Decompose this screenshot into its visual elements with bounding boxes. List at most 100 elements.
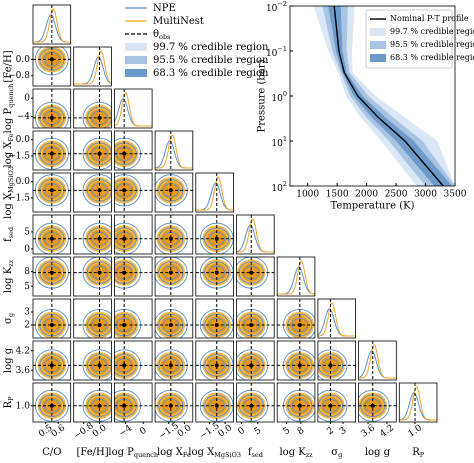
y-axis-label-main: log X: [3, 192, 14, 219]
cell-content: [195, 257, 234, 296]
y-tick-label-main: 10: [266, 4, 278, 14]
y-axis-label: σg: [3, 313, 16, 324]
truth-point: [214, 236, 219, 241]
cell-frame: [276, 382, 316, 423]
cell-content: [114, 89, 153, 128]
y-axis-label-main: [Fe/H]: [3, 50, 14, 82]
cell-frame: [195, 340, 234, 381]
cell-content: [114, 257, 153, 296]
y-tick-label: 3.6: [16, 366, 31, 376]
truth-point: [297, 363, 302, 368]
truth-point: [97, 363, 102, 368]
truth-point: [297, 403, 302, 408]
cell-frame: [236, 340, 275, 381]
cell: [317, 340, 356, 381]
cell-frame: [398, 382, 438, 423]
cell-frame: [32, 256, 72, 297]
contour: [86, 106, 112, 128]
cell-frame: [317, 298, 356, 339]
cell-frame: [154, 298, 194, 339]
y-tick-label: 2: [24, 321, 30, 331]
x-axis-label: C/O: [42, 447, 61, 458]
y-tick-label: 10−1: [266, 45, 287, 59]
legend-label: 99.7 % credible region: [390, 27, 474, 36]
cell-frame: [236, 256, 275, 297]
truth-point: [168, 270, 173, 275]
y-tick-label-main: 10: [266, 49, 278, 59]
x-axis-label-main: f: [248, 447, 253, 458]
truth-point: [214, 403, 219, 408]
y-axis-label-main: R: [3, 400, 14, 408]
y-tick-label: 1.0: [16, 401, 31, 411]
cell-content: [33, 131, 71, 170]
cell-frame: [358, 382, 397, 423]
legend-label-main: NPE: [153, 3, 176, 14]
y-axis-label-sub: g: [7, 313, 15, 317]
y-tick-label: 0: [24, 94, 30, 104]
truth-point: [122, 188, 127, 193]
cell: [114, 88, 153, 129]
y-axis-label: log XFe: [3, 133, 16, 167]
contour: [317, 349, 348, 380]
cell-frame: [114, 172, 153, 213]
cell-content: [155, 341, 193, 380]
truth-point: [168, 236, 173, 241]
truth-point: [97, 188, 102, 193]
legend-label: 68.3 % credible region: [153, 68, 269, 79]
x-axis-label: log g: [365, 447, 391, 458]
x-tick-label: 3500: [444, 190, 467, 200]
x-axis-label-sub: MgSiO3: [214, 451, 241, 459]
y-axis-label-sub: sed: [7, 227, 15, 238]
legend-label-main: θ: [153, 29, 159, 40]
x-tick-label: 2: [326, 426, 336, 437]
cell: [32, 88, 72, 129]
legend-label-main: MultiNest: [153, 16, 204, 27]
marginal: [277, 260, 315, 295]
truth-point: [249, 363, 254, 368]
truth-point: [97, 151, 102, 156]
cell-content: [155, 257, 193, 296]
cell-frame: [73, 256, 112, 297]
cell-frame: [317, 340, 356, 381]
truth-point: [49, 323, 54, 327]
x-tick-label: 3000: [414, 190, 437, 200]
cell-frame: [114, 298, 153, 339]
credible-band: [328, 6, 453, 186]
cell-content: [73, 383, 112, 422]
y-tick-label-sup: −2: [277, 0, 287, 8]
cell-content: [317, 383, 356, 422]
cell: [317, 382, 356, 423]
truth-point: [122, 363, 127, 368]
cell: [32, 382, 72, 423]
y-tick-label: 101: [271, 135, 287, 149]
cell: [195, 298, 234, 339]
cell-frame: [73, 130, 112, 171]
credible-band: [322, 6, 455, 186]
y-axis-label-sub: P: [7, 396, 15, 401]
y-axis-label-main: log P: [3, 108, 14, 134]
cell-content: [33, 257, 71, 296]
cell-content: [114, 173, 153, 212]
cell-frame: [276, 256, 316, 297]
cell-content: [33, 215, 71, 254]
cell-content: [73, 131, 112, 170]
truth-point: [97, 236, 102, 241]
cell: [317, 298, 356, 339]
cell: [154, 130, 194, 171]
cell: [236, 298, 275, 339]
cell: [236, 256, 275, 297]
cell: [114, 130, 153, 171]
cell-frame: [32, 88, 72, 129]
x-axis-label-sub: sed: [252, 451, 263, 459]
x-tick-label: 5: [282, 426, 293, 438]
cell: [32, 4, 72, 45]
truth-point: [328, 403, 333, 408]
cell: [73, 256, 112, 297]
truth-point: [168, 188, 173, 193]
y-tick-label: 4.2: [16, 346, 30, 356]
y-axis-label: RP: [3, 396, 16, 409]
y-axis-label: log g: [3, 347, 14, 373]
y-axis-label: log XMgSiO3: [3, 166, 16, 219]
y-tick-label-main: 10: [271, 94, 283, 104]
